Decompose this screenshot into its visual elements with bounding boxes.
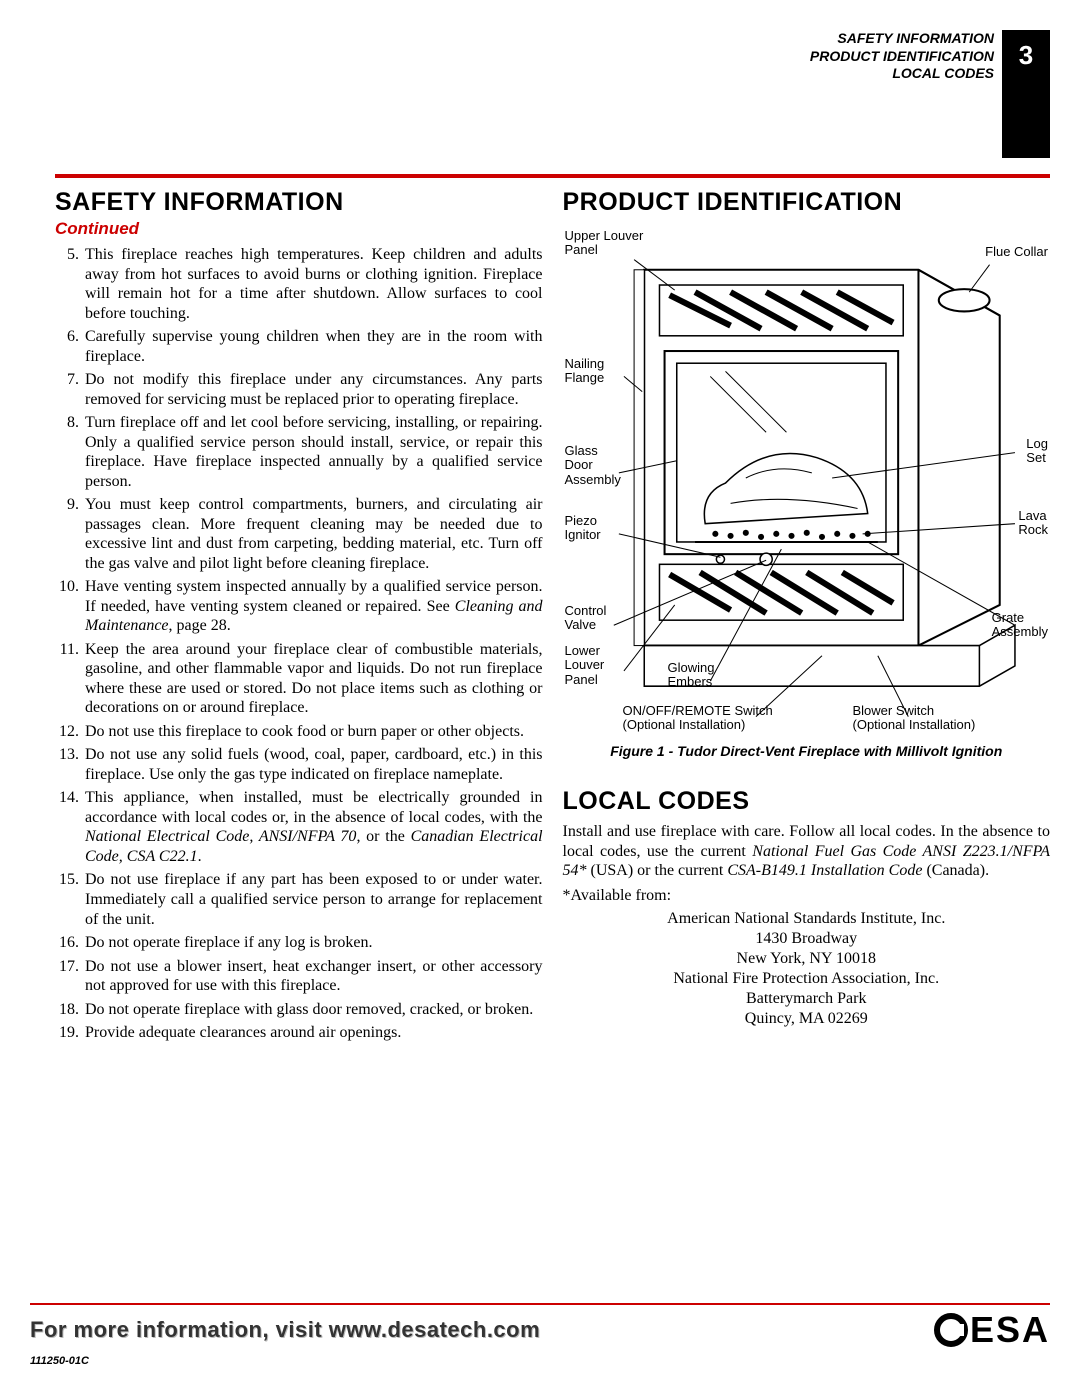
safety-item: Do not operate fireplace with glass door… — [55, 1000, 543, 1020]
safety-item: Do not use fireplace if any part has bee… — [55, 870, 543, 929]
label-blower-switch: Blower Switch (Optional Installation) — [853, 704, 976, 733]
continued-label: Continued — [55, 219, 543, 239]
safety-item: Do not operate fireplace if any log is b… — [55, 933, 543, 953]
safety-item: This fireplace reaches high temperatures… — [55, 245, 543, 323]
label-onoff-switch: ON/OFF/REMOTE Switch (Optional Installat… — [623, 704, 773, 733]
safety-item: Turn fireplace off and let cool before s… — [55, 413, 543, 491]
safety-item: Have venting system inspected annually b… — [55, 577, 543, 636]
address-line: New York, NY 10018 — [563, 949, 1051, 969]
header-labels: SAFETY INFORMATION PRODUCT IDENTIFICATIO… — [810, 30, 1002, 158]
address-line: National Fire Protection Association, In… — [563, 969, 1051, 989]
right-column: PRODUCT IDENTIFICATION — [563, 188, 1051, 1047]
safety-item: This appliance, when installed, must be … — [55, 788, 543, 866]
top-rule — [55, 174, 1050, 178]
safety-item: Keep the area around your fireplace clea… — [55, 640, 543, 718]
safety-item: You must keep control compartments, burn… — [55, 495, 543, 573]
address-line: 1430 Broadway — [563, 929, 1051, 949]
safety-item: Do not use a blower insert, heat exchang… — [55, 957, 543, 996]
logo-ring-icon — [934, 1313, 968, 1347]
safety-item: Carefully supervise young children when … — [55, 327, 543, 366]
page-number: 3 — [1002, 30, 1050, 158]
label-grate: Grate Assembly — [992, 611, 1048, 640]
safety-title: SAFETY INFORMATION — [55, 188, 543, 217]
local-codes-title: LOCAL CODES — [563, 787, 1051, 816]
label-flue-collar: Flue Collar — [985, 245, 1048, 259]
page: SAFETY INFORMATION PRODUCT IDENTIFICATIO… — [0, 0, 1080, 1397]
document-number: 111250-01C — [30, 1355, 1050, 1367]
label-glowing-embers: Glowing Embers — [668, 661, 715, 690]
label-control-valve: Control Valve — [565, 604, 607, 633]
product-id-title: PRODUCT IDENTIFICATION — [563, 188, 1051, 217]
address-line: American National Standards Institute, I… — [563, 909, 1051, 929]
label-lava-rock: Lava Rock — [1018, 509, 1048, 538]
footer-rule — [30, 1303, 1050, 1305]
address-block: American National Standards Institute, I… — [563, 909, 1051, 1029]
label-nailing-flange: Nailing Flange — [565, 357, 605, 386]
header-line-3: LOCAL CODES — [810, 65, 994, 83]
label-log-set: Log Set — [1026, 437, 1048, 466]
address-line: Batterymarch Park — [563, 989, 1051, 1009]
label-piezo: Piezo Ignitor — [565, 514, 601, 543]
content-columns: SAFETY INFORMATION Continued This firepl… — [55, 188, 1050, 1047]
fireplace-illustration — [563, 219, 1051, 747]
address-line: Quincy, MA 02269 — [563, 1009, 1051, 1029]
product-diagram: Upper Louver Panel Flue Collar Nailing F… — [563, 219, 1051, 739]
footer: For more information, visit www.desatech… — [30, 1303, 1050, 1367]
safety-item: Do not use this fireplace to cook food o… — [55, 722, 543, 742]
local-codes-body: Install and use fireplace with care. Fol… — [563, 822, 1051, 881]
left-column: SAFETY INFORMATION Continued This firepl… — [55, 188, 543, 1047]
footer-bar: For more information, visit www.desatech… — [30, 1309, 1050, 1351]
header-line-1: SAFETY INFORMATION — [810, 30, 994, 48]
safety-item: Do not modify this fireplace under any c… — [55, 370, 543, 409]
header-block: SAFETY INFORMATION PRODUCT IDENTIFICATIO… — [810, 30, 1050, 158]
desa-logo: ESA — [934, 1309, 1050, 1351]
header-line-2: PRODUCT IDENTIFICATION — [810, 48, 994, 66]
label-upper-louver: Upper Louver Panel — [565, 229, 644, 258]
safety-item: Do not use any solid fuels (wood, coal, … — [55, 745, 543, 784]
label-glass-door: Glass Door Assembly — [565, 444, 621, 487]
safety-list: This fireplace reaches high temperatures… — [55, 245, 543, 1043]
label-lower-louver: Lower Louver Panel — [565, 644, 605, 687]
logo-text: ESA — [970, 1309, 1050, 1351]
footer-text: For more information, visit www.desatech… — [30, 1317, 540, 1343]
available-from: *Available from: — [563, 887, 1051, 905]
safety-item: Provide adequate clearances around air o… — [55, 1023, 543, 1043]
